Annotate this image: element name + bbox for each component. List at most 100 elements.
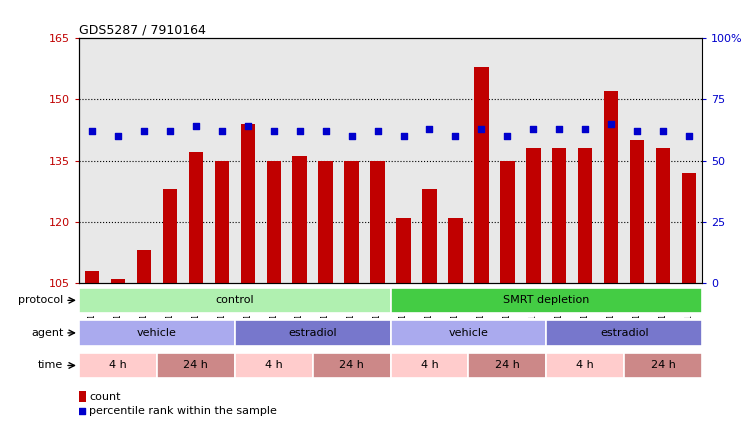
Bar [650, 38, 676, 283]
Bar [234, 38, 261, 283]
Bar [475, 67, 489, 283]
Bar [261, 38, 287, 283]
Text: protocol: protocol [18, 295, 63, 305]
Bar [391, 288, 702, 313]
Bar [422, 189, 436, 283]
Bar [526, 148, 541, 283]
Bar [526, 148, 541, 283]
Point [605, 121, 617, 127]
Bar [85, 271, 99, 283]
Point [397, 133, 409, 140]
Point [579, 125, 591, 132]
Text: estradiol: estradiol [600, 328, 649, 338]
Point [657, 128, 669, 135]
Text: estradiol: estradiol [288, 328, 337, 338]
Bar [105, 38, 131, 283]
Text: 24 h: 24 h [495, 360, 520, 371]
Bar [547, 353, 624, 378]
Bar [240, 124, 255, 283]
Bar [209, 38, 234, 283]
Bar [157, 38, 182, 283]
Bar [599, 38, 624, 283]
Bar [391, 353, 469, 378]
Bar [469, 38, 494, 283]
Text: 24 h: 24 h [183, 360, 208, 371]
Bar [397, 218, 411, 283]
Bar [578, 148, 593, 283]
Point [294, 128, 306, 135]
Bar [110, 279, 125, 283]
Bar [157, 353, 234, 378]
Bar [292, 157, 306, 283]
Bar [267, 161, 281, 283]
Bar [189, 152, 203, 283]
Bar [604, 91, 618, 283]
Bar [131, 38, 157, 283]
Text: vehicle: vehicle [448, 328, 488, 338]
Bar [79, 320, 234, 346]
Bar [547, 38, 572, 283]
Bar [448, 218, 463, 283]
Bar [391, 38, 417, 283]
Bar [110, 279, 125, 283]
Bar [345, 161, 359, 283]
Text: 4 h: 4 h [109, 360, 127, 371]
Bar [163, 189, 177, 283]
Point [475, 125, 487, 132]
Text: count: count [89, 392, 121, 402]
Point [216, 128, 228, 135]
Bar [85, 271, 99, 283]
Bar [163, 189, 177, 283]
Bar [215, 161, 229, 283]
Point [449, 133, 461, 140]
Bar [215, 161, 229, 283]
Bar [494, 38, 520, 283]
Bar [287, 38, 312, 283]
Bar [391, 320, 547, 346]
Point [267, 128, 279, 135]
Bar [500, 161, 514, 283]
Text: percentile rank within the sample: percentile rank within the sample [89, 407, 277, 416]
Text: control: control [216, 295, 254, 305]
Bar [624, 38, 650, 283]
Text: 4 h: 4 h [421, 360, 439, 371]
Point [112, 133, 124, 140]
Bar [339, 38, 364, 283]
Text: SMRT depletion: SMRT depletion [503, 295, 590, 305]
Point [502, 133, 514, 140]
Bar [475, 67, 489, 283]
Bar [234, 320, 391, 346]
Bar [656, 148, 671, 283]
Bar [364, 38, 391, 283]
Bar [182, 38, 209, 283]
Bar [572, 38, 599, 283]
Bar [604, 91, 618, 283]
Bar [578, 148, 593, 283]
Bar [240, 124, 255, 283]
Text: GDS5287 / 7910164: GDS5287 / 7910164 [79, 24, 206, 37]
Bar [520, 38, 547, 283]
Bar [624, 353, 702, 378]
Point [372, 128, 384, 135]
Bar [370, 161, 385, 283]
Bar [292, 157, 306, 283]
Text: time: time [38, 360, 63, 371]
Bar [397, 218, 411, 283]
Bar [448, 218, 463, 283]
Bar [547, 320, 702, 346]
Bar [552, 148, 566, 283]
Point [553, 125, 566, 132]
Bar [552, 148, 566, 283]
Bar [676, 38, 702, 283]
Bar [682, 173, 696, 283]
Point [86, 128, 98, 135]
Bar [630, 140, 644, 283]
Point [137, 128, 149, 135]
Bar [630, 140, 644, 283]
Bar [422, 189, 436, 283]
Bar [189, 152, 203, 283]
Text: 4 h: 4 h [265, 360, 282, 371]
Bar [442, 38, 469, 283]
Point [320, 128, 332, 135]
Bar [318, 161, 333, 283]
